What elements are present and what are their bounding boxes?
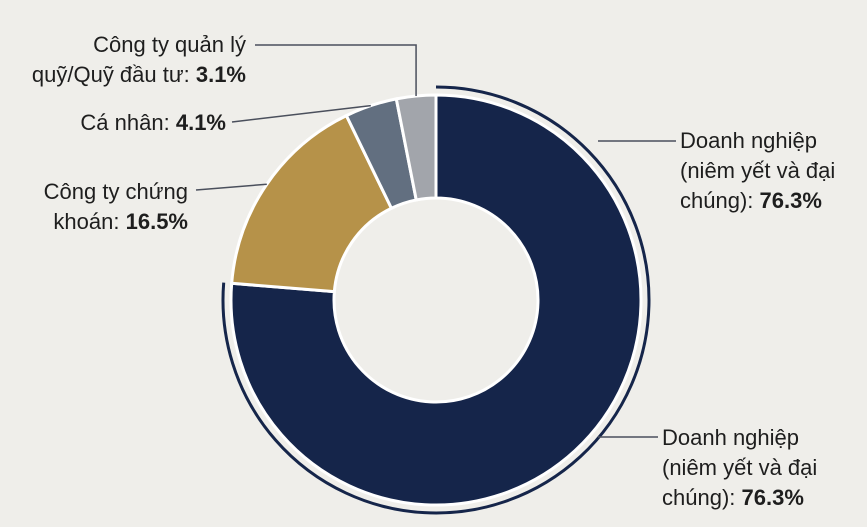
label-line: Doanh nghiệp	[680, 128, 818, 153]
label-line: Công ty chứng	[43, 179, 188, 204]
label-individual: Cá nhân: 4.1%	[20, 108, 226, 138]
value-label: 3.1%	[195, 62, 246, 87]
value-label: 4.1%	[175, 110, 226, 135]
label-line: Cá nhân:	[80, 110, 170, 135]
label-fund-management: Công ty quản lý quỹ/Quỹ đầu tư: 3.1%	[20, 30, 246, 90]
highlight-ring	[221, 85, 651, 515]
leader-line-fund-management	[255, 44, 417, 96]
label-line: (niêm yết và đại	[680, 158, 836, 183]
slice-fund-management	[394, 93, 438, 202]
label-line: (niêm yết và đại	[662, 455, 818, 480]
value-label: 76.3%	[759, 188, 822, 213]
value-label: 76.3%	[741, 485, 804, 510]
label-line: Doanh nghiệp	[662, 425, 800, 450]
label-enterprise-bottom: Doanh nghiệp (niêm yết và đại chúng): 76…	[662, 423, 862, 513]
leader-line-securities-company	[195, 183, 267, 191]
leader-line-individual	[231, 104, 371, 123]
value-label: 16.5%	[125, 209, 188, 234]
label-line: quỹ/Quỹ đầu tư:	[31, 62, 190, 87]
label-line: khoán:	[53, 209, 120, 234]
slice-securities-company	[230, 113, 394, 294]
label-line: Công ty quản lý	[93, 32, 246, 57]
label-securities-company: Công ty chứng khoán: 16.5%	[20, 177, 188, 237]
label-line: chúng):	[662, 485, 736, 510]
label-enterprise-top: Doanh nghiệp (niêm yết và đại chúng): 76…	[680, 126, 865, 216]
slice-enterprise	[229, 93, 643, 507]
label-line: chúng):	[680, 188, 754, 213]
